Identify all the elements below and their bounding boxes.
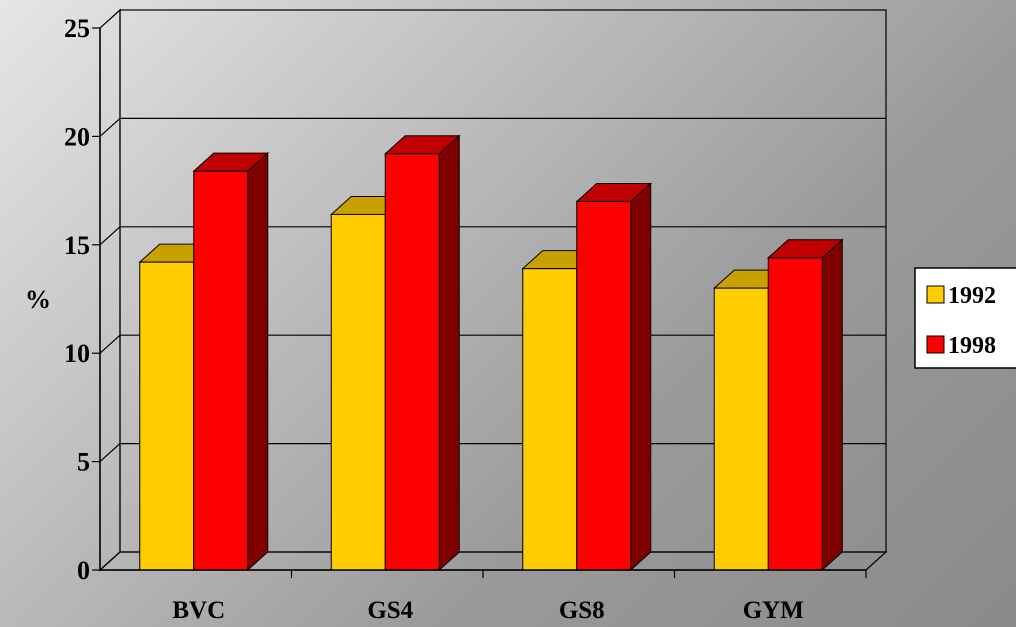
legend-label-1998: 1998 — [948, 333, 996, 359]
gridline-side — [99, 443, 121, 463]
category-label-GS8: GS8 — [559, 597, 605, 624]
bar-front — [576, 200, 632, 571]
y-tick-label: 5 — [77, 448, 90, 477]
y-tick-labels: 0 5 10 15 20 25 — [64, 14, 100, 585]
bars — [138, 134, 844, 572]
gridline-side — [99, 334, 121, 354]
bar-front — [713, 287, 769, 571]
bar-1998-GS4 — [383, 134, 461, 572]
bar-front — [522, 268, 578, 571]
category-label-GYM: GYM — [743, 597, 804, 624]
category-labels: BVC GS4 GS8 GYM — [172, 597, 803, 624]
axes — [99, 28, 867, 578]
bar-side — [438, 134, 460, 572]
bar-side — [247, 151, 269, 572]
y-tick-label: 10 — [64, 339, 90, 368]
y-tick-label: 0 — [77, 556, 90, 585]
bar-front — [330, 213, 386, 571]
legend-label-1992: 1992 — [948, 283, 996, 309]
bar-1998-GYM — [766, 238, 844, 572]
bar-side — [630, 182, 652, 572]
bar-1998-GS8 — [575, 182, 653, 572]
bar-side — [821, 238, 843, 572]
bar-front — [139, 261, 195, 571]
bar-front — [384, 153, 440, 571]
side-wall — [99, 8, 121, 572]
bar-front — [767, 257, 823, 571]
y-tick-label: 25 — [64, 14, 90, 43]
legend-swatch-1998 — [926, 335, 945, 354]
y-tick-label: 15 — [64, 231, 90, 260]
legend: 1992 1998 — [914, 267, 1016, 369]
y-axis-label: % — [25, 285, 51, 314]
legend-swatch-1992 — [926, 285, 945, 304]
bar-1998-BVC — [192, 151, 270, 572]
gridline-side — [99, 226, 121, 246]
bar-front — [193, 170, 249, 571]
category-label-BVC: BVC — [172, 597, 225, 624]
category-label-GS4: GS4 — [367, 597, 413, 624]
y-tick-label: 20 — [64, 122, 90, 151]
gridline-side — [99, 117, 121, 137]
